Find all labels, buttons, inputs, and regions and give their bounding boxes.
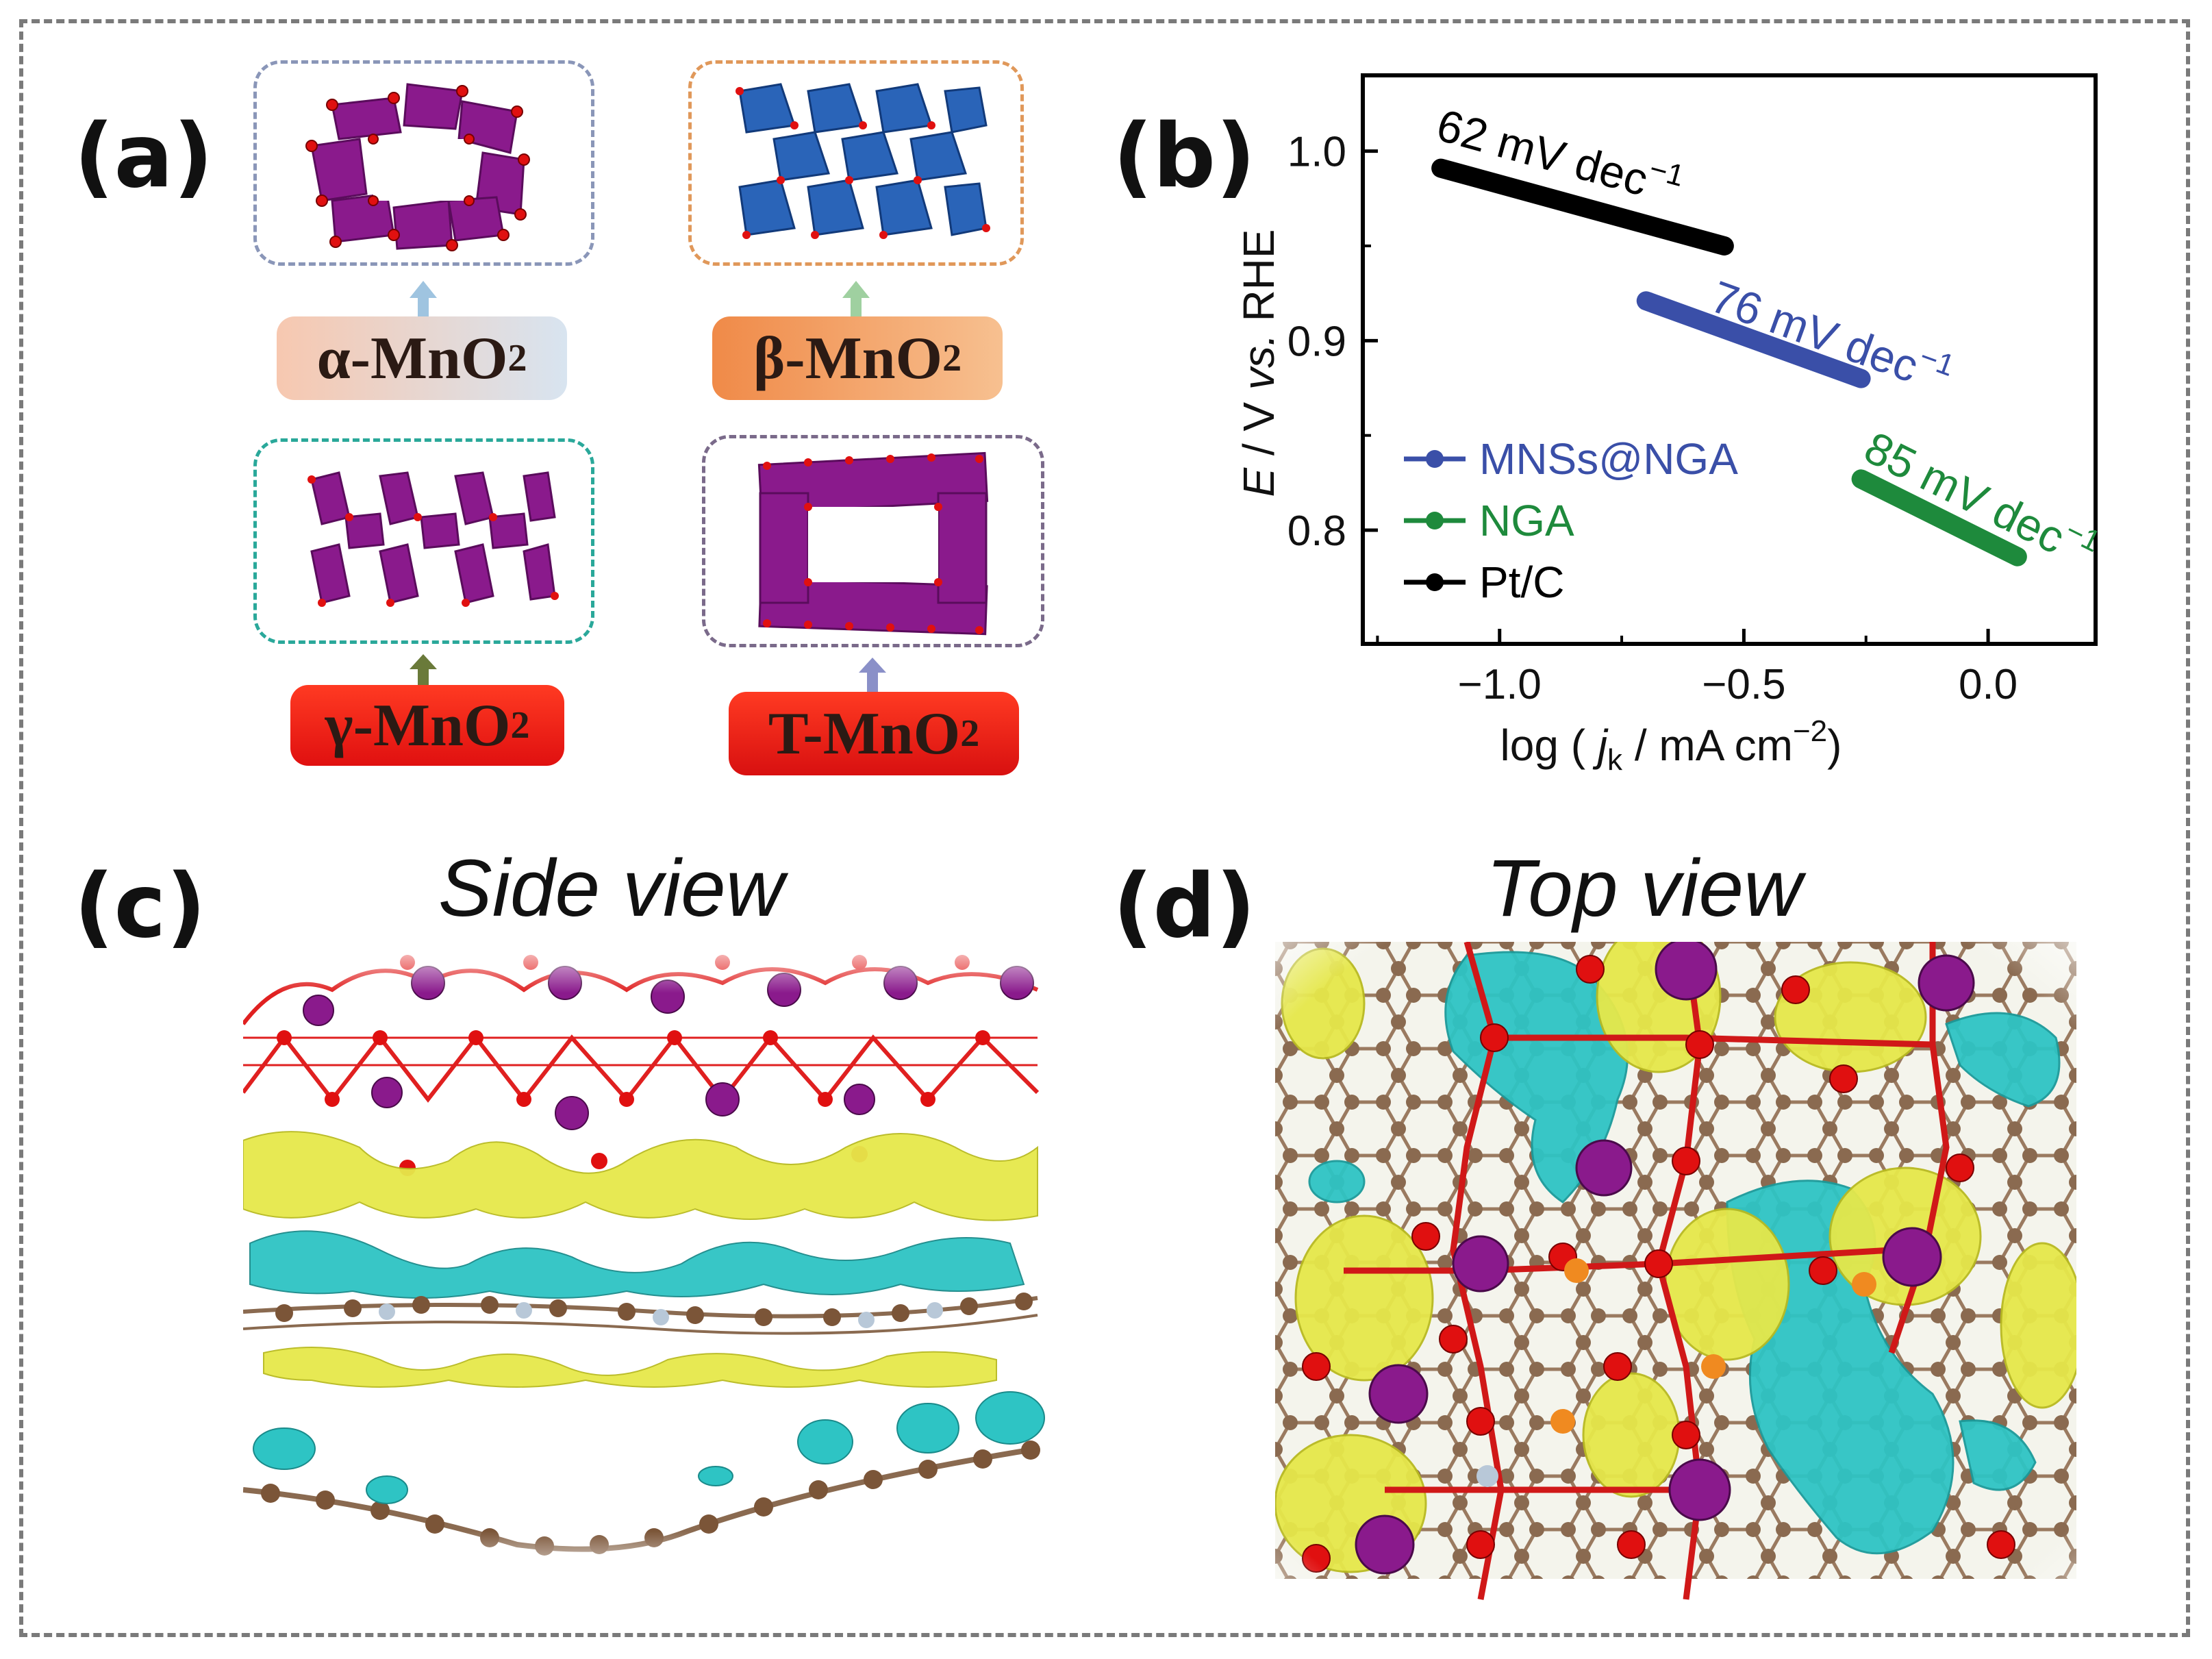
y-tick-label: 1.0 bbox=[1287, 129, 1346, 176]
gamma-mno2-label: γ-MnO 2 bbox=[290, 685, 564, 766]
x-tick-label: −0.5 bbox=[1702, 661, 1785, 708]
legend-label: Pt/C bbox=[1479, 558, 1564, 607]
panel-c-label: (c) bbox=[74, 856, 206, 958]
beta-mno2-label: β-MnO 2 bbox=[712, 316, 1003, 400]
t-mno2-structure bbox=[702, 435, 1044, 647]
figure-frame bbox=[19, 19, 2190, 1637]
series-line-nga bbox=[1851, 469, 2027, 566]
alpha-mno2-label: α-MnO 2 bbox=[277, 316, 567, 400]
panel-a-label: (a) bbox=[74, 105, 214, 208]
gamma-mno2-ramsdellite-icon bbox=[307, 471, 559, 607]
panel-b-label: (b) bbox=[1113, 105, 1256, 208]
alpha-arrow-icon bbox=[410, 281, 437, 322]
series-line-pt-c bbox=[1431, 158, 1734, 255]
series-line-mnss-nga bbox=[1636, 291, 1871, 388]
x-tick-label: 0.0 bbox=[1959, 661, 2018, 708]
x-tick-label: −1.0 bbox=[1458, 661, 1542, 708]
top-view-title: Top view bbox=[1486, 843, 1802, 934]
beta-mno2-structure bbox=[688, 60, 1024, 266]
panel-d-label: (d) bbox=[1113, 856, 1256, 958]
beta-arrow-icon bbox=[842, 281, 870, 322]
legend-marker bbox=[1426, 450, 1444, 468]
top-view-charge-density bbox=[1275, 942, 2076, 1613]
plot-area-frame bbox=[1361, 73, 2098, 646]
legend-marker bbox=[1426, 573, 1444, 591]
tafel-chart: −1.0 −0.5 0.00.80.91.0 76 mV dec−185 mV de… bbox=[1234, 73, 2106, 777]
t-arrow-icon bbox=[859, 658, 886, 693]
legend-label: NGA bbox=[1479, 496, 1574, 545]
t-mno2-tunnel-icon bbox=[757, 451, 989, 636]
side-view-charge-density bbox=[243, 942, 1058, 1582]
alpha-mno2-tunnel-icon bbox=[305, 83, 530, 251]
side-view-title: Side view bbox=[438, 843, 785, 934]
alpha-mno2-structure bbox=[253, 60, 594, 266]
t-mno2-label: T-MnO 2 bbox=[729, 692, 1019, 775]
legend-marker bbox=[1426, 512, 1444, 529]
x-axis-title: log ( jk / mA cm−2) bbox=[1500, 714, 1842, 777]
y-axis-title: E / V vs. RHE bbox=[1234, 229, 1283, 497]
gamma-mno2-structure bbox=[253, 438, 594, 644]
gamma-arrow-icon bbox=[410, 654, 437, 692]
y-tick-label: 0.8 bbox=[1287, 508, 1346, 555]
legend-label: MNSs@NGA bbox=[1479, 434, 1738, 484]
y-tick-label: 0.9 bbox=[1287, 318, 1346, 365]
beta-mno2-chain-icon bbox=[736, 83, 990, 239]
